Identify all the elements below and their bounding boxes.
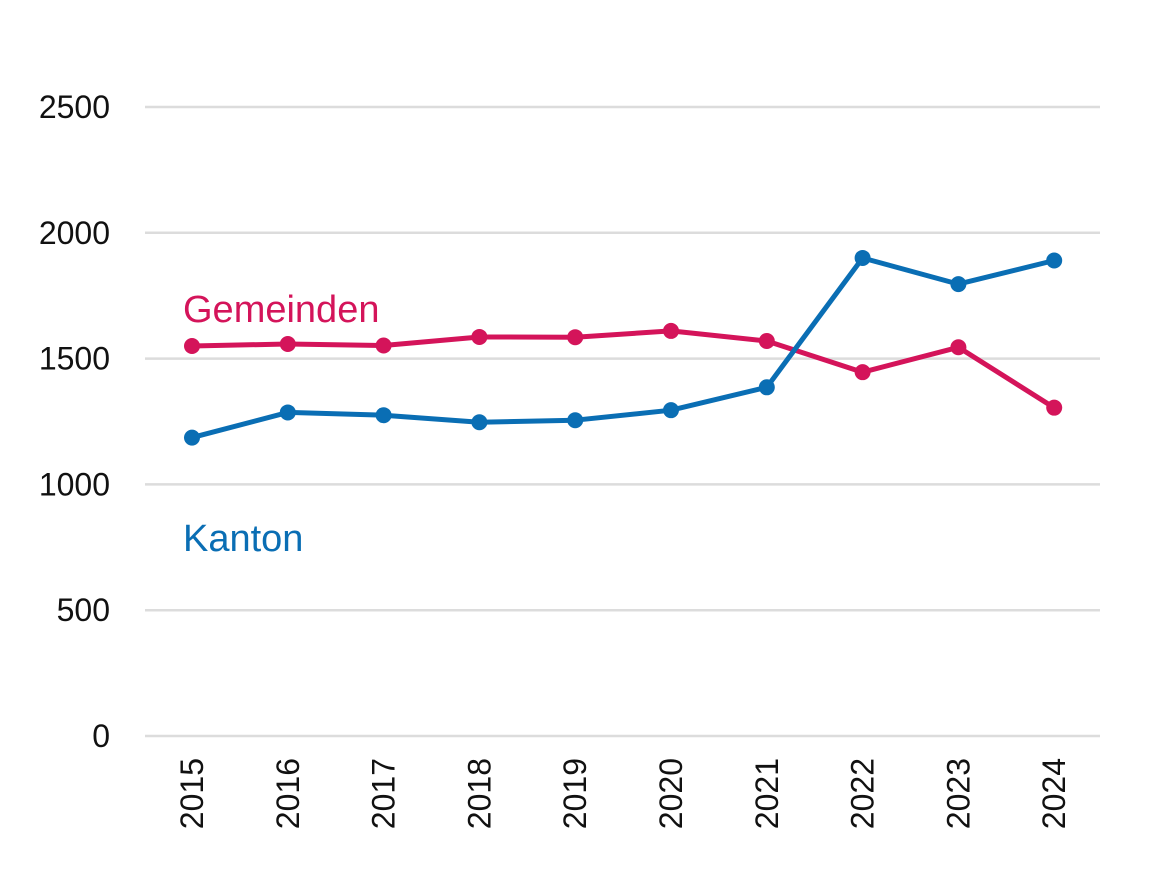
y-tick-label-0: 0 (92, 718, 110, 754)
series-lines (184, 249, 1063, 446)
x-tick-label-2020: 2020 (653, 758, 689, 829)
y-tick-label-2500: 2500 (39, 89, 110, 125)
data-point-gemeinden-2021 (758, 332, 775, 349)
data-point-gemeinden-2022 (854, 364, 871, 381)
x-axis-ticks: 2015 2016 2017 2018 2019 2020 2021 2022 2023 2024 (174, 758, 1072, 829)
y-tick-label-500: 500 (57, 592, 110, 628)
series-label-gemeinden: Gemeinden (183, 289, 379, 331)
y-axis-ticks: 0 500 1000 1500 2000 2500 (39, 89, 110, 754)
data-point-gemeinden-2019 (567, 329, 584, 346)
x-tick-label-2018: 2018 (461, 758, 497, 829)
series-line-gemeinden (189, 328, 1057, 411)
y-tick-label-1500: 1500 (39, 341, 110, 377)
data-point-kanton-2020 (663, 402, 679, 419)
x-tick-label-2022: 2022 (845, 758, 881, 829)
data-point-gemeinden-2017 (375, 337, 392, 354)
x-tick-label-2024: 2024 (1036, 758, 1072, 829)
x-tick-label-2023: 2023 (940, 758, 976, 829)
x-tick-label-2021: 2021 (749, 758, 785, 829)
data-point-gemeinden-2024 (1046, 399, 1063, 416)
data-point-kanton-2015 (184, 429, 200, 446)
gridlines (145, 105, 1100, 738)
x-tick-label-2017: 2017 (366, 758, 402, 829)
x-tick-label-2019: 2019 (557, 758, 593, 829)
data-point-gemeinden-2016 (279, 336, 296, 353)
data-point-kanton-2022 (854, 249, 871, 266)
data-point-kanton-2021 (758, 379, 775, 396)
data-point-kanton-2017 (375, 407, 392, 424)
data-point-kanton-2019 (567, 412, 584, 429)
y-tick-label-2000: 2000 (39, 215, 110, 251)
data-point-kanton-2024 (1046, 252, 1063, 269)
data-point-gemeinden-2023 (950, 339, 967, 356)
series-label-kanton: Kanton (183, 518, 303, 560)
x-tick-label-2015: 2015 (174, 758, 210, 829)
series-line-kanton (189, 255, 1057, 441)
data-point-gemeinden-2020 (663, 322, 679, 339)
y-tick-label-1000: 1000 (39, 466, 110, 502)
data-point-kanton-2018 (471, 414, 488, 431)
data-point-gemeinden-2015 (184, 338, 200, 355)
data-point-kanton-2023 (950, 276, 967, 293)
x-tick-label-2016: 2016 (270, 758, 306, 829)
data-point-gemeinden-2018 (471, 328, 488, 345)
data-point-kanton-2016 (279, 404, 296, 421)
